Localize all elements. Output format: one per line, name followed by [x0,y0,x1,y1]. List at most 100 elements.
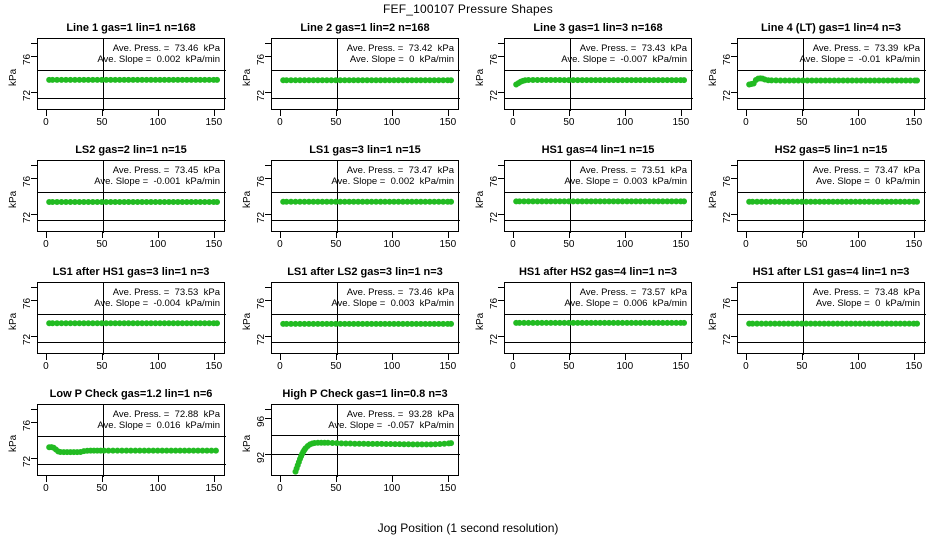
x-tick-label: 150 [672,117,690,128]
data-series [280,320,455,327]
y-tick-mark [31,56,37,57]
reference-hline [272,70,460,71]
x-tick-mark [46,476,47,482]
x-tick-label: 0 [43,239,49,250]
x-tick-mark [280,476,281,482]
data-series [292,439,455,475]
x-tick-label: 0 [743,239,749,250]
data-series [513,77,688,88]
y-tick-mark [498,92,504,93]
x-tick-label: 0 [43,483,49,494]
y-tick-label: 72 [722,89,733,101]
ave-pressure-label: Ave. Press. = 73.51 kPa [579,165,687,176]
reference-hline [505,220,693,221]
x-tick-mark [158,476,159,482]
x-tick-mark [280,110,281,116]
subplot-panel: Line 4 (LT) gas=1 lin=4 n=3 Ave. Press. =… [700,22,926,134]
reference-hline [505,98,693,99]
x-tick-mark [46,110,47,116]
x-tick-mark [858,110,859,116]
subplot-panel: LS1 gas=3 lin=1 n=15 Ave. Press. = 73.47 … [234,144,460,256]
x-tick-mark [214,232,215,238]
x-tick-label: 150 [205,239,223,250]
plot-area: Ave. Press. = 73.57 kPa Ave. Slope = 0.00… [504,282,693,355]
x-tick-label: 100 [383,117,401,128]
reference-vline [337,161,338,233]
y-axis-label: kPa [708,68,719,86]
x-tick-mark [280,354,281,360]
subplot-title: Line 2 gas=1 lin=2 n=168 [300,22,430,34]
y-axis-label: kPa [475,68,486,86]
x-tick-label: 150 [439,117,457,128]
x-tick-mark [746,110,747,116]
reference-hline [738,98,926,99]
ave-slope-label: Ave. Slope = 0.003 kPa/min [564,176,687,187]
x-tick-mark [102,110,103,116]
y-tick-label: 76 [22,297,33,309]
x-tick-label: 50 [96,361,108,372]
y-axis-label: kPa [242,434,253,452]
reference-hline [38,314,226,315]
y-tick-mark [265,287,271,288]
x-tick-mark [513,110,514,116]
data-series [280,198,455,205]
reference-hline [505,70,693,71]
y-tick-label: 72 [22,333,33,345]
y-tick-label: 96 [256,416,267,428]
reference-hline [272,454,460,455]
ave-slope-label: Ave. Slope = 0 kPa/min [815,176,920,187]
ave-pressure-label: Ave. Press. = 73.47 kPa [346,165,454,176]
plot-area: Ave. Press. = 73.48 kPa Ave. Slope = 0 kP… [737,282,926,355]
subplot-panel: HS1 after LS1 gas=4 lin=1 n=3 Ave. Press.… [700,266,926,378]
reference-hline [738,342,926,343]
x-tick-mark [625,232,626,238]
x-tick-mark [625,110,626,116]
stats-annotation: Ave. Press. = 93.28 kPa Ave. Slope = -0.0… [328,409,454,431]
x-tick-mark [102,232,103,238]
x-tick-mark [392,354,393,360]
x-tick-label: 50 [796,239,808,250]
ave-pressure-label: Ave. Press. = 73.47 kPa [812,165,920,176]
reference-hline [272,192,460,193]
x-tick-label: 150 [905,361,923,372]
y-tick-mark [265,409,271,410]
stats-annotation: Ave. Press. = 73.53 kPa Ave. Slope = -0.0… [94,287,220,309]
x-tick-mark [858,232,859,238]
x-tick-mark [858,354,859,360]
subplot-panel: Line 3 gas=1 lin=3 n=168 Ave. Press. = 73… [467,22,693,134]
plot-area: Ave. Press. = 73.42 kPa Ave. Slope = 0 kP… [271,38,460,111]
x-tick-label: 0 [43,361,49,372]
figure-xlabel: Jog Position (1 second resolution) [377,521,559,535]
data-series [513,319,688,326]
y-tick-label: 72 [489,89,500,101]
ave-slope-label: Ave. Slope = 0 kPa/min [815,298,920,309]
reference-hline [738,220,926,221]
reference-hline [738,70,926,71]
x-tick-label: 150 [672,239,690,250]
reference-hline [38,98,226,99]
subplot-panel: Low P Check gas=1.2 lin=1 n=6 Ave. Press.… [0,388,226,500]
subplot-panel: HS1 gas=4 lin=1 n=15 Ave. Press. = 73.51 … [467,144,693,256]
x-tick-mark [336,476,337,482]
x-tick-mark [102,476,103,482]
reference-hline [272,314,460,315]
y-tick-label: 76 [489,53,500,65]
subplot-panel: Line 1 gas=1 lin=1 n=168 Ave. Press. = 73… [0,22,226,134]
subplot-panel: LS2 gas=2 lin=1 n=15 Ave. Press. = 73.45 … [0,144,226,256]
reference-vline [103,161,104,233]
x-tick-mark [448,476,449,482]
subplot-panel: HS2 gas=5 lin=1 n=15 Ave. Press. = 73.47 … [700,144,926,256]
subplot-title: HS1 gas=4 lin=1 n=15 [541,144,655,156]
y-tick-label: 76 [489,297,500,309]
y-tick-mark [731,43,737,44]
ave-slope-label: Ave. Slope = -0.01 kPa/min [799,54,921,65]
y-tick-mark [731,287,737,288]
y-axis-label: kPa [475,190,486,208]
ave-slope-label: Ave. Slope = -0.057 kPa/min [328,420,454,431]
subplot-title: Line 3 gas=1 lin=3 n=168 [533,22,663,34]
x-tick-label: 50 [563,239,575,250]
subplot-title: LS2 gas=2 lin=1 n=15 [75,144,187,156]
y-axis-label: kPa [708,190,719,208]
x-tick-mark [802,232,803,238]
